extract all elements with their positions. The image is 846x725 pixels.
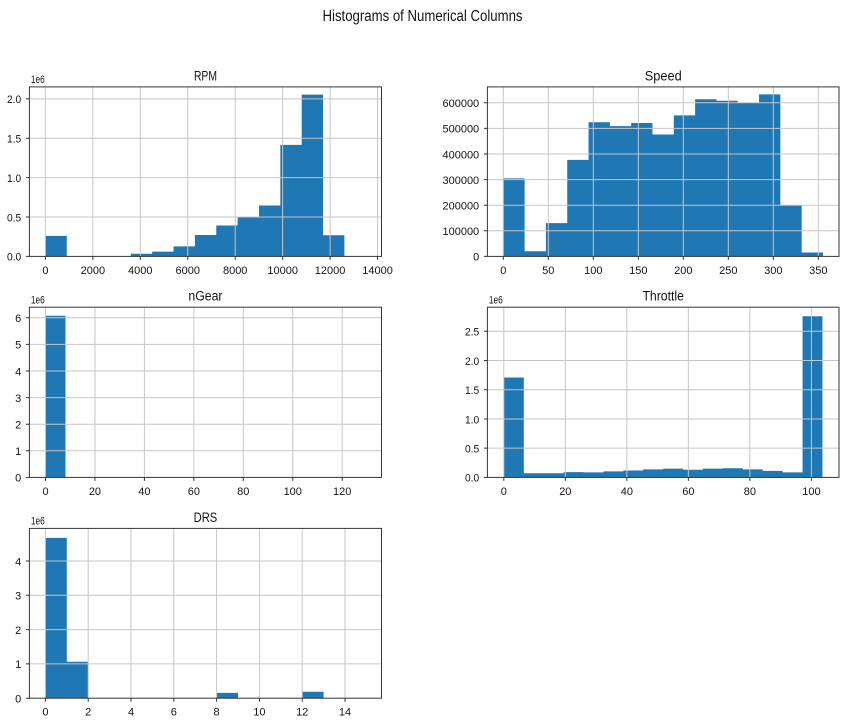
svg-text:1.0: 1.0 (465, 414, 479, 426)
svg-text:0: 0 (15, 694, 21, 706)
svg-text:1e6: 1e6 (489, 294, 503, 306)
svg-text:1: 1 (15, 659, 21, 671)
svg-text:3: 3 (15, 393, 21, 405)
svg-text:RPM: RPM (194, 68, 217, 83)
svg-text:14: 14 (339, 707, 351, 719)
svg-text:100000: 100000 (442, 226, 479, 238)
svg-text:40: 40 (138, 486, 150, 498)
svg-text:2.0: 2.0 (465, 356, 479, 368)
svg-text:80: 80 (237, 486, 249, 498)
svg-text:250: 250 (719, 265, 737, 277)
svg-text:2: 2 (85, 707, 91, 719)
svg-text:8: 8 (214, 707, 220, 719)
svg-text:0.0: 0.0 (7, 252, 21, 264)
svg-text:2: 2 (15, 420, 21, 432)
svg-text:14000: 14000 (362, 265, 393, 277)
svg-text:300: 300 (764, 265, 782, 277)
svg-text:0: 0 (501, 486, 507, 498)
svg-text:4: 4 (15, 556, 21, 568)
svg-text:200000: 200000 (442, 201, 479, 213)
svg-text:5: 5 (15, 340, 21, 352)
svg-text:6: 6 (15, 313, 21, 325)
svg-text:2.5: 2.5 (465, 327, 479, 339)
svg-text:Speed: Speed (645, 68, 682, 83)
svg-text:0: 0 (42, 486, 48, 498)
svg-text:0.5: 0.5 (7, 212, 21, 224)
svg-text:4000: 4000 (128, 265, 152, 277)
svg-text:0.0: 0.0 (465, 473, 479, 485)
svg-text:4: 4 (128, 707, 134, 719)
svg-text:8000: 8000 (223, 265, 247, 277)
svg-text:20: 20 (559, 486, 571, 498)
svg-text:1: 1 (15, 446, 21, 458)
svg-text:0: 0 (42, 707, 48, 719)
svg-text:400000: 400000 (442, 149, 479, 161)
svg-text:0: 0 (42, 265, 48, 277)
svg-text:0: 0 (15, 473, 21, 485)
svg-text:10000: 10000 (267, 265, 298, 277)
svg-text:1e6: 1e6 (31, 74, 45, 86)
svg-text:150: 150 (629, 265, 647, 277)
svg-text:200: 200 (674, 265, 692, 277)
svg-text:4: 4 (15, 366, 21, 378)
svg-text:0: 0 (500, 265, 506, 277)
svg-text:0.5: 0.5 (465, 443, 479, 455)
svg-text:1e6: 1e6 (31, 294, 45, 306)
svg-text:20: 20 (89, 486, 101, 498)
svg-text:600000: 600000 (442, 98, 479, 110)
svg-text:12000: 12000 (315, 265, 346, 277)
svg-text:60: 60 (682, 486, 694, 498)
svg-text:nGear: nGear (188, 289, 223, 304)
svg-text:2000: 2000 (81, 265, 105, 277)
svg-text:0: 0 (473, 252, 479, 264)
svg-text:100: 100 (802, 486, 820, 498)
svg-text:100: 100 (284, 486, 302, 498)
svg-text:10: 10 (253, 707, 265, 719)
svg-text:1.0: 1.0 (7, 173, 21, 185)
svg-text:6: 6 (171, 707, 177, 719)
svg-text:350: 350 (809, 265, 827, 277)
svg-text:2.0: 2.0 (7, 94, 21, 106)
svg-text:12: 12 (296, 707, 308, 719)
svg-text:50: 50 (542, 265, 554, 277)
svg-text:Throttle: Throttle (642, 289, 684, 304)
svg-text:6000: 6000 (176, 265, 200, 277)
svg-text:120: 120 (333, 486, 351, 498)
svg-text:Histograms of Numerical Column: Histograms of Numerical Columns (323, 8, 523, 25)
svg-text:1.5: 1.5 (7, 134, 21, 146)
svg-text:DRS: DRS (194, 510, 218, 525)
svg-text:3: 3 (15, 591, 21, 603)
svg-text:40: 40 (621, 486, 633, 498)
svg-text:1e6: 1e6 (31, 516, 45, 528)
svg-text:500000: 500000 (442, 124, 479, 136)
svg-text:100: 100 (584, 265, 602, 277)
svg-text:1.5: 1.5 (465, 385, 479, 397)
svg-text:300000: 300000 (442, 175, 479, 187)
svg-text:60: 60 (188, 486, 200, 498)
svg-text:2: 2 (15, 625, 21, 637)
svg-text:80: 80 (744, 486, 756, 498)
